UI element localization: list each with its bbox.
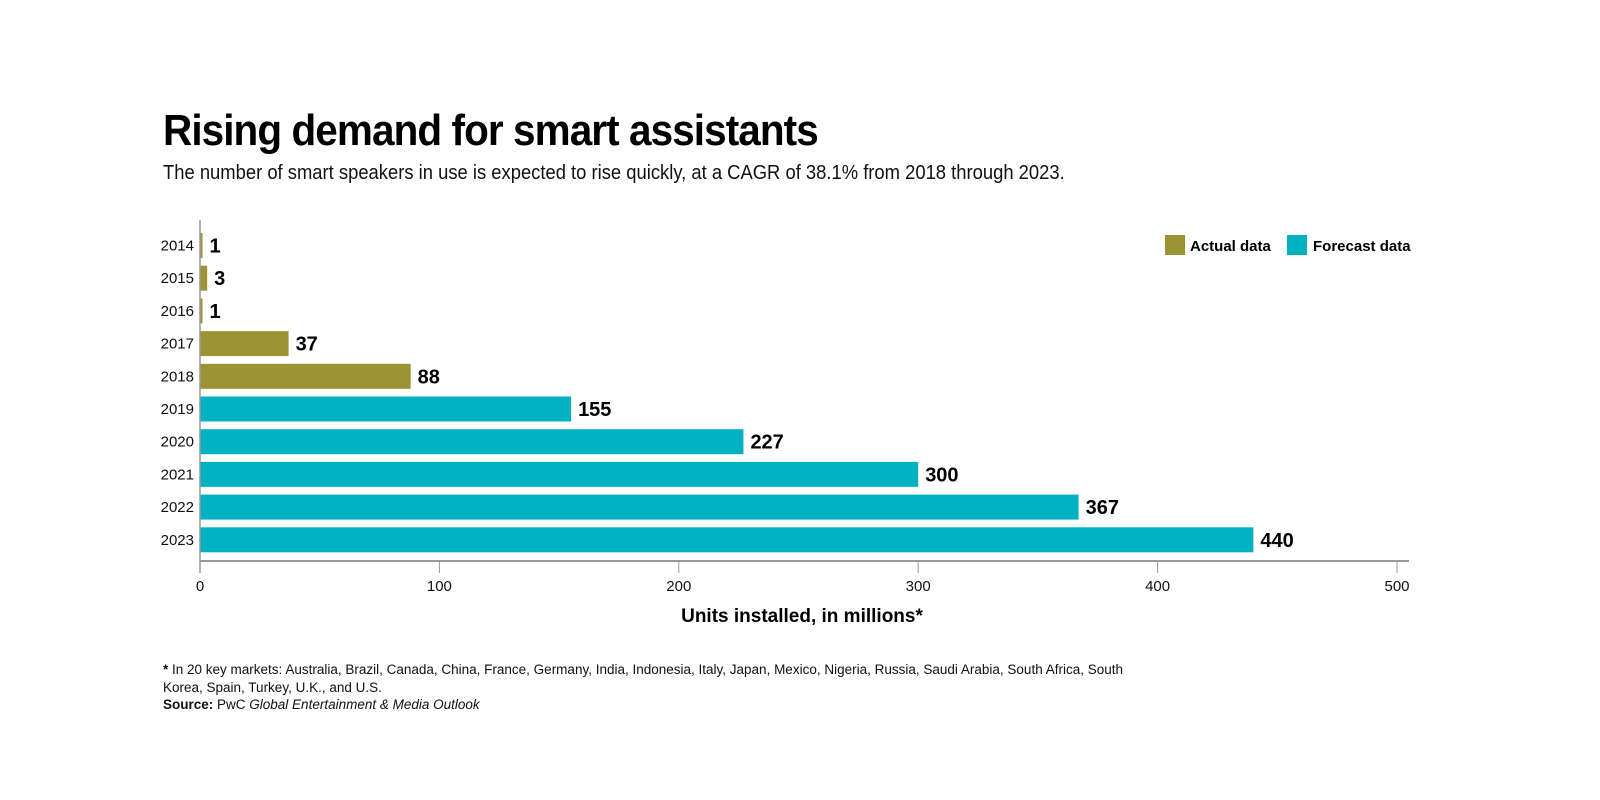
value-label-2018: 88 [418,366,440,388]
footnote: * In 20 key markets: Australia, Brazil, … [163,661,1163,714]
category-label-2018: 2018 [161,368,194,385]
category-labels: 2014 2015 2016 2017 2018 2019 2020 2021 2022 2023 [161,238,194,549]
value-label-2023: 440 [1260,530,1293,552]
bar-2018 [200,363,411,389]
legend-swatch-forecast [1287,235,1307,255]
value-labels: 1 3 1 37 88 155 227 300 367 440 [210,236,1294,552]
x-tick-label-300: 300 [906,578,931,595]
legend: Actual data Forecast data [1165,235,1411,255]
category-label-2021: 2021 [161,466,194,483]
source-publisher: PwC [213,697,250,712]
value-label-2021: 300 [925,464,958,486]
legend-label-forecast: Forecast data [1313,238,1411,255]
x-tick-label-200: 200 [666,578,691,595]
bar-2023 [200,527,1254,553]
bar-2017 [200,331,289,357]
value-label-2022: 367 [1086,497,1119,519]
source-label: Source: [163,697,214,712]
category-label-2019: 2019 [161,401,194,418]
category-label-2016: 2016 [161,303,194,320]
category-label-2014: 2014 [161,238,194,255]
x-tick-label-100: 100 [427,578,452,595]
x-tick-label-500: 500 [1384,578,1409,595]
x-axis-ticks: 0 100 200 300 400 500 [196,561,1410,595]
value-label-2016: 1 [210,301,221,323]
category-label-2023: 2023 [161,532,194,549]
category-label-2022: 2022 [161,499,194,516]
chart-title: Rising demand for smart assistants [163,106,819,155]
value-label-2017: 37 [296,334,318,356]
bar-2014 [200,233,203,258]
bar-2019 [200,396,572,422]
bar-2020 [200,429,744,455]
value-label-2019: 155 [578,399,611,421]
x-tick-label-0: 0 [196,578,204,595]
value-label-2015: 3 [214,268,225,290]
category-label-2015: 2015 [161,270,194,287]
source-title: Global Entertainment & Media Outlook [249,697,480,712]
bar-2021 [200,461,919,487]
footnote-source: Source: PwC Global Entertainment & Media… [163,696,1163,714]
category-label-2020: 2020 [161,434,194,451]
bar-2016 [200,298,203,324]
category-label-2017: 2017 [161,336,194,353]
legend-label-actual: Actual data [1190,238,1272,255]
bars-group [200,233,1254,553]
footnote-markets: * In 20 key markets: Australia, Brazil, … [163,661,1163,696]
chart-subtitle: The number of smart speakers in use is e… [163,162,1065,184]
footnote-markets-text: In 20 key markets: Australia, Brazil, Ca… [163,662,1123,695]
bar-2015 [200,265,208,291]
legend-swatch-actual [1165,235,1185,255]
footnote-asterisk: * [163,662,169,677]
bar-2022 [200,494,1079,520]
value-label-2014: 1 [210,236,221,258]
x-tick-label-400: 400 [1145,578,1170,595]
value-label-2020: 227 [750,432,783,454]
x-axis-title: Units installed, in millions* [681,606,923,627]
